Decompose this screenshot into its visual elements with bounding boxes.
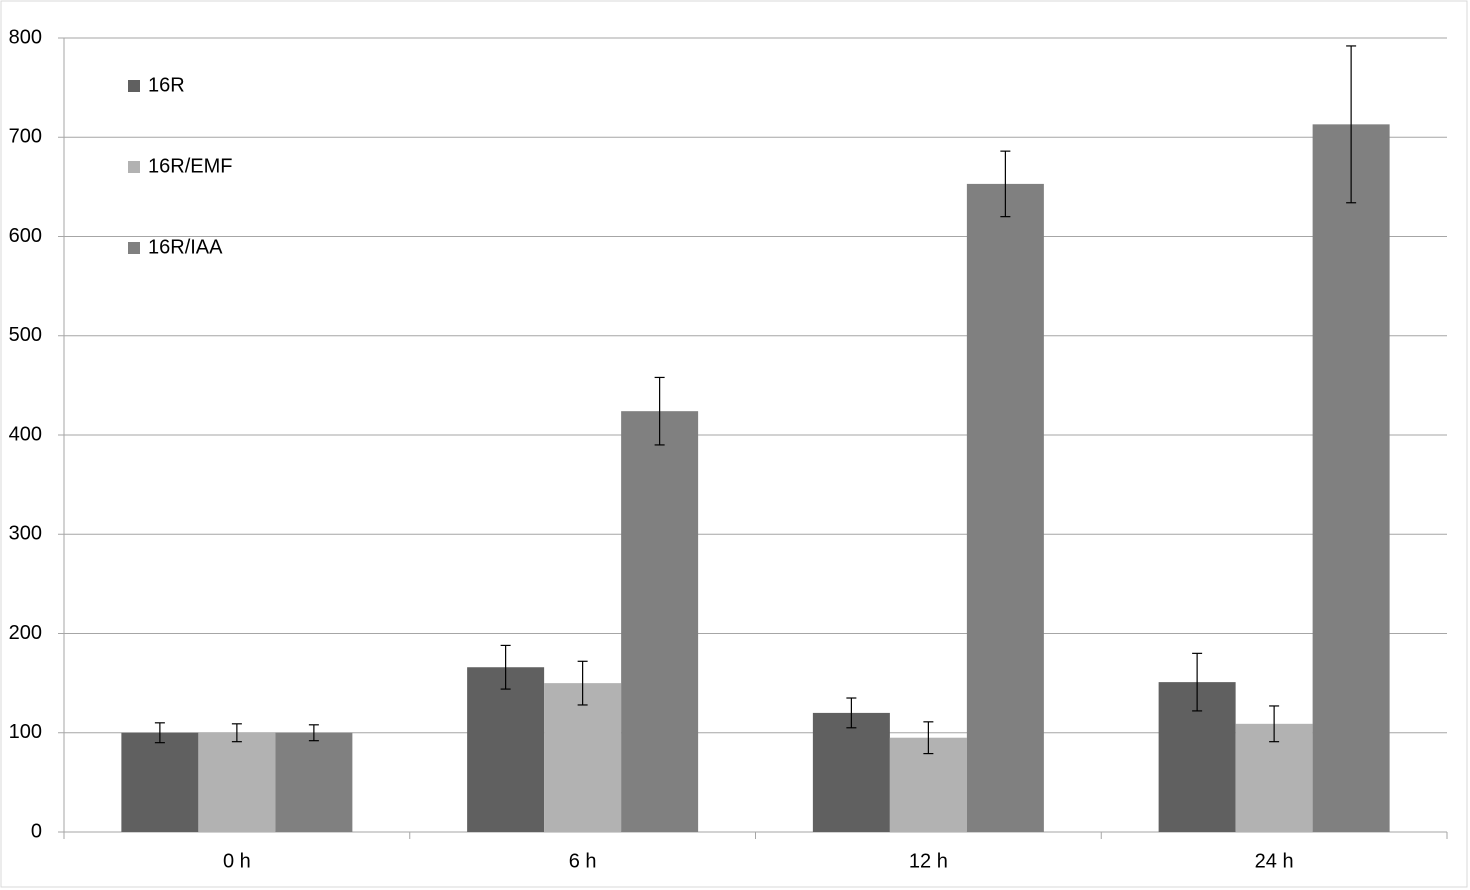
y-tick-label: 400 xyxy=(9,423,42,445)
y-tick-label: 700 xyxy=(9,126,42,148)
bar xyxy=(544,683,622,832)
x-tick-label: 24 h xyxy=(1255,850,1294,872)
legend-label: 16R/IAA xyxy=(148,236,223,258)
bar xyxy=(1312,124,1390,832)
x-tick-label: 6 h xyxy=(569,850,597,872)
bar xyxy=(121,732,199,832)
y-tick-label: 600 xyxy=(9,225,42,247)
y-tick-label: 0 xyxy=(31,820,42,842)
x-tick-label: 0 h xyxy=(223,850,251,872)
bar xyxy=(198,732,276,832)
legend-label: 16R/EMF xyxy=(148,155,232,177)
y-tick-label: 300 xyxy=(9,523,42,545)
y-tick-label: 100 xyxy=(9,721,42,743)
x-tick-label: 12 h xyxy=(909,850,948,872)
y-tick-label: 200 xyxy=(9,622,42,644)
legend-swatch xyxy=(128,80,140,92)
legend-swatch xyxy=(128,242,140,254)
legend-swatch xyxy=(128,161,140,173)
y-tick-label: 500 xyxy=(9,324,42,346)
y-tick-label: 800 xyxy=(9,26,42,48)
bar xyxy=(966,183,1044,832)
bar xyxy=(812,712,890,832)
bar xyxy=(467,667,545,832)
bar xyxy=(621,411,699,832)
bar xyxy=(275,732,353,832)
legend-label: 16R xyxy=(148,74,185,96)
